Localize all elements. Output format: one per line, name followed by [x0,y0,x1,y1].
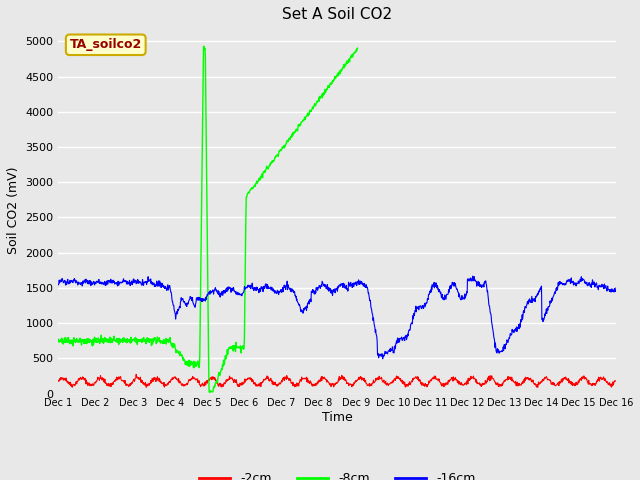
Legend: -2cm, -8cm, -16cm: -2cm, -8cm, -16cm [194,467,480,480]
X-axis label: Time: Time [322,411,353,424]
Title: Set A Soil CO2: Set A Soil CO2 [282,7,392,22]
Y-axis label: Soil CO2 (mV): Soil CO2 (mV) [7,167,20,254]
Text: TA_soilco2: TA_soilco2 [70,38,142,51]
